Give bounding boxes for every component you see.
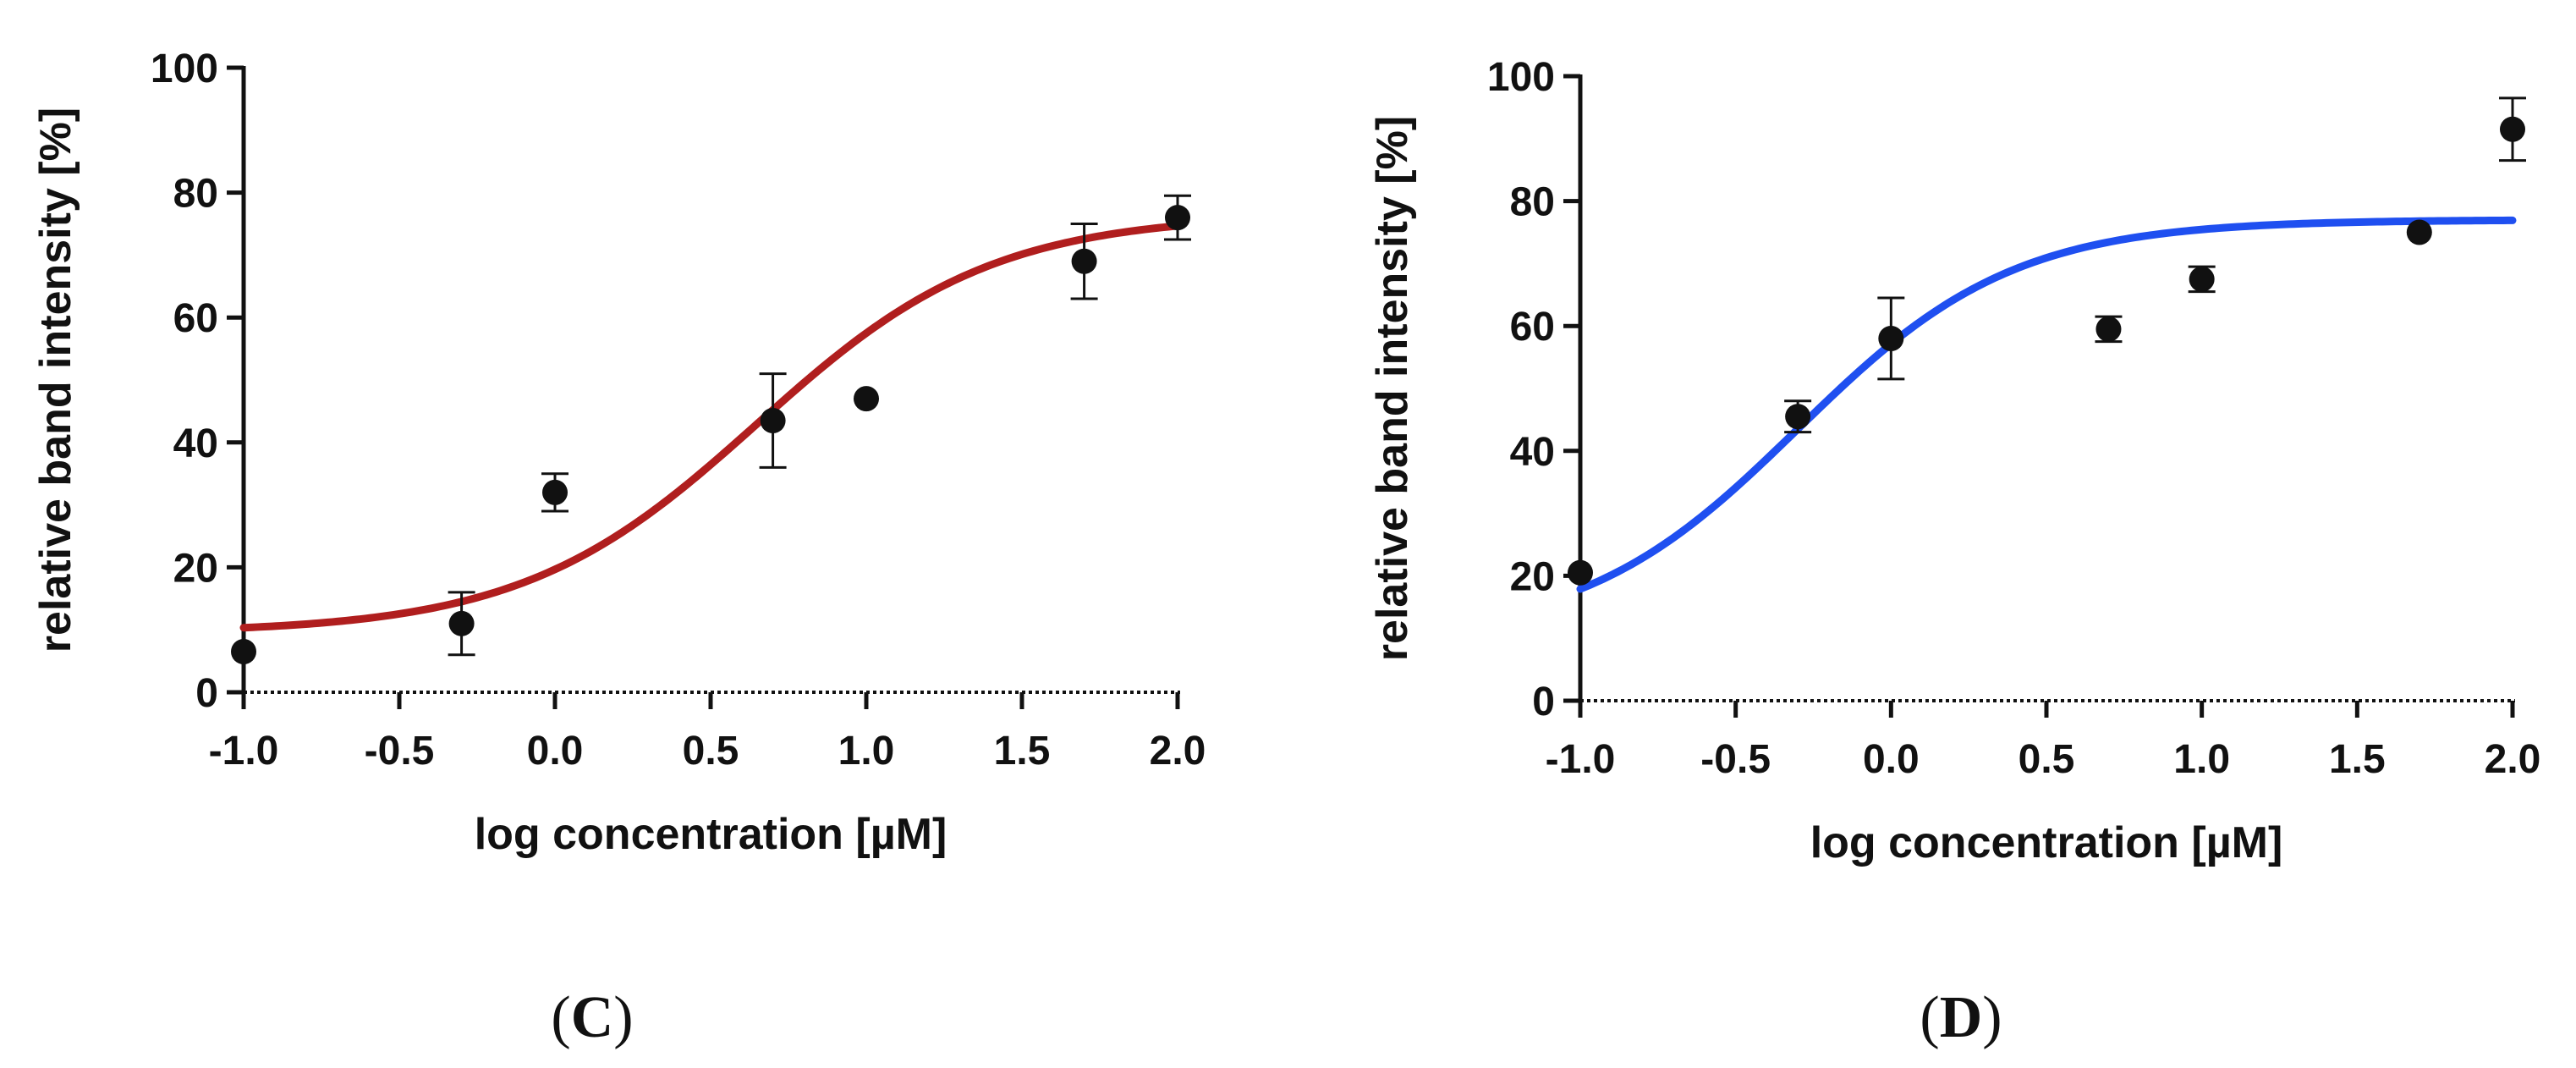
y-tick-label: 80 — [1510, 180, 1555, 225]
data-point — [760, 407, 786, 433]
x-tick-label: 1.0 — [838, 729, 895, 773]
x-tick-label: 0.0 — [1863, 737, 1920, 782]
fit-curve — [239, 222, 1182, 632]
fit-curve — [1576, 216, 2517, 593]
x-axis-title: log concentration [µM] — [475, 810, 947, 859]
data-point — [1785, 404, 1811, 430]
y-tick-label: 80 — [173, 172, 218, 217]
x-axis-title: log concentration [µM] — [1810, 818, 2283, 867]
y-axis-title: relative band intensity [%] — [1368, 116, 1417, 661]
y-tick-label: 40 — [173, 421, 218, 466]
data-point — [1071, 248, 1097, 274]
data-point — [2189, 266, 2215, 292]
chart-panel-d: 0 20 40 60 80 100 -1.0 -0.5 0.0 0.5 1.0 1.5 2.0 log c… — [1368, 55, 2540, 1050]
data-point — [1165, 205, 1190, 231]
y-tick-label: 60 — [173, 296, 218, 341]
x-tick-label: -1.0 — [209, 729, 279, 773]
data-point — [2406, 219, 2432, 245]
data-point — [231, 639, 256, 665]
y-tick-label: 0 — [195, 671, 218, 716]
panel-label: (D) — [1920, 985, 2002, 1050]
data-point — [1568, 559, 1593, 586]
panel-letter: D — [1940, 985, 1983, 1050]
x-tick-label: -0.5 — [1700, 737, 1771, 782]
y-tick-label: 40 — [1510, 430, 1555, 475]
x-tick-label: 2.0 — [1150, 729, 1206, 773]
panel-label: (C) — [551, 985, 633, 1050]
y-tick-label: 0 — [1532, 680, 1555, 724]
data-point — [854, 386, 879, 412]
y-axis-title: relative band intensity [%] — [31, 107, 80, 652]
data-point — [2500, 116, 2525, 142]
y-tick-label: 100 — [1487, 55, 1555, 100]
chart-panel-c: 0 20 40 60 80 100 -1.0 -0.5 0.0 0.5 1.0 1.5 2.0 log c… — [31, 47, 1206, 1050]
y-tick-label: 20 — [173, 546, 218, 591]
x-tick-label: 2.0 — [2485, 737, 2541, 782]
data-point — [1878, 325, 1904, 351]
panel-letter: C — [571, 985, 614, 1050]
y-tick-label: 20 — [1510, 554, 1555, 599]
data-point — [542, 479, 568, 505]
x-tick-label: -1.0 — [1546, 737, 1616, 782]
x-tick-label: 0.5 — [683, 729, 739, 773]
data-point — [2095, 316, 2122, 342]
x-tick-label: 0.0 — [527, 729, 584, 773]
x-tick-label: 0.5 — [2019, 737, 2075, 782]
data-point — [448, 610, 475, 636]
x-tick-label: -0.5 — [365, 729, 435, 773]
y-tick-label: 60 — [1510, 305, 1555, 350]
x-tick-label: 1.0 — [2173, 737, 2230, 782]
x-tick-label: 1.5 — [2329, 737, 2386, 782]
x-tick-label: 1.5 — [994, 729, 1051, 773]
y-tick-label: 100 — [151, 47, 218, 91]
